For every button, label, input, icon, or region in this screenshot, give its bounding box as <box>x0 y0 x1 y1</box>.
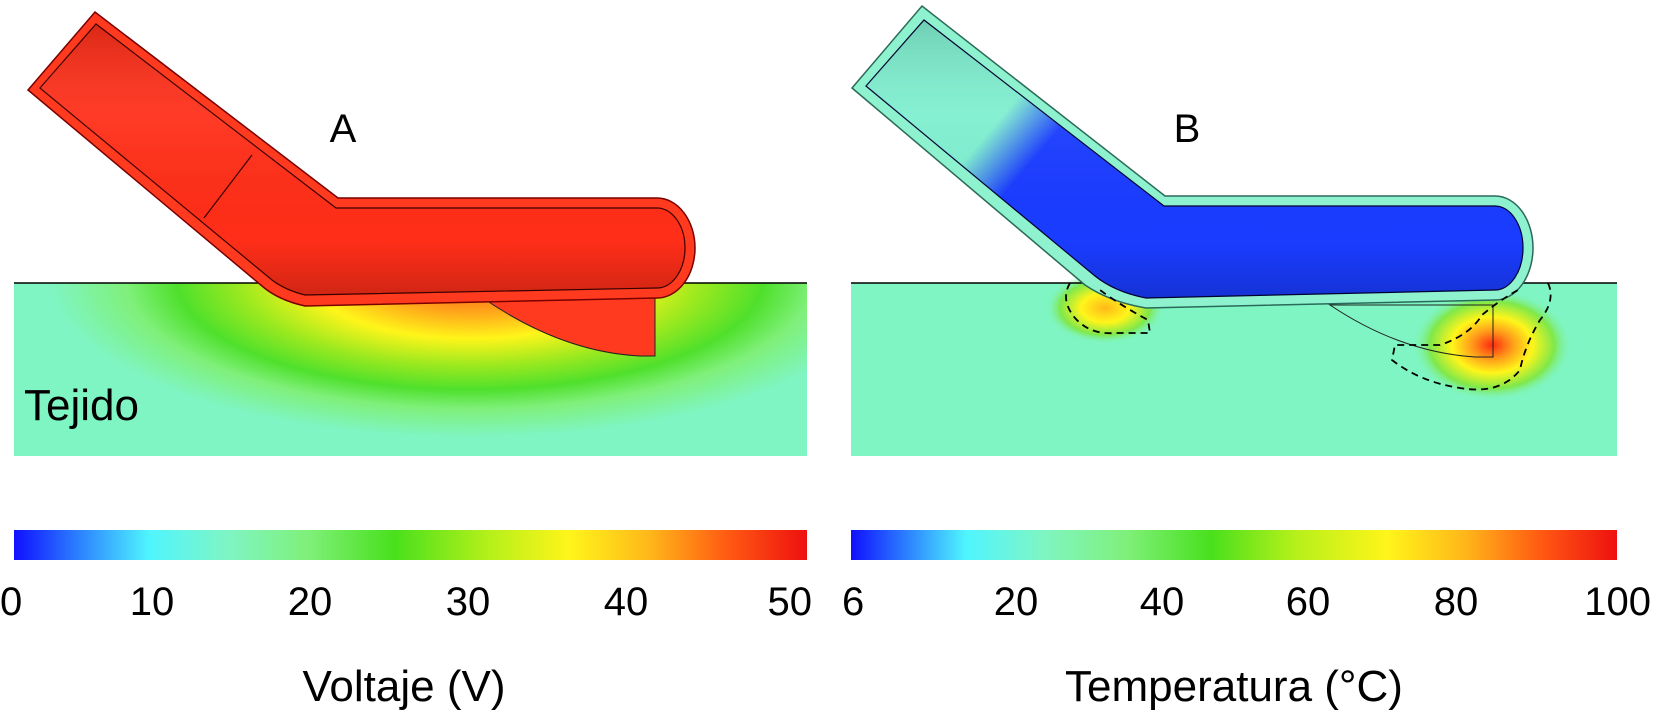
colorbar-b-tick: 40 <box>1139 580 1185 624</box>
hotspot-right <box>1412 289 1572 401</box>
colorbar-b-tick: 60 <box>1285 580 1331 624</box>
isotherm-left <box>1065 282 1152 335</box>
colorbar-a-tick: 10 <box>129 580 175 624</box>
colorbar-b-title: Temperatura (°C) <box>1065 662 1403 711</box>
colorbar-a-tick: 0 <box>0 580 23 624</box>
tissue-label: Tejido <box>24 381 139 430</box>
colorbar-b-tick: 100 <box>1584 580 1651 624</box>
colorbar-temperature <box>851 530 1617 560</box>
electrode-shading-b <box>866 20 1523 298</box>
colorbar-a-title: Voltaje (V) <box>302 662 506 711</box>
colorbar-a-tick: 30 <box>445 580 491 624</box>
electrode-blade-a <box>478 295 656 357</box>
electrode-shading-a <box>40 24 685 295</box>
electrode-joint-a <box>203 154 253 219</box>
colorbar-a-tick: 40 <box>603 580 649 624</box>
electrode-blade-b <box>1328 304 1494 358</box>
panel-b: B <box>850 4 1617 456</box>
panel-letter-b: B <box>1174 107 1201 151</box>
voltage-field <box>14 283 807 456</box>
colorbar-a-tick: 20 <box>287 580 333 624</box>
panel-letter-a: A <box>330 107 357 151</box>
colorbar-voltage <box>14 530 807 560</box>
isotherm-right <box>1391 282 1552 391</box>
colorbar-b-tick: 80 <box>1433 580 1479 624</box>
colorbar-b-tick: 6 <box>842 580 865 624</box>
colorbar-a-tick: 50 <box>767 580 813 624</box>
colorbar-b-tick: 20 <box>993 580 1039 624</box>
panel-a: A Tejido <box>14 10 807 456</box>
